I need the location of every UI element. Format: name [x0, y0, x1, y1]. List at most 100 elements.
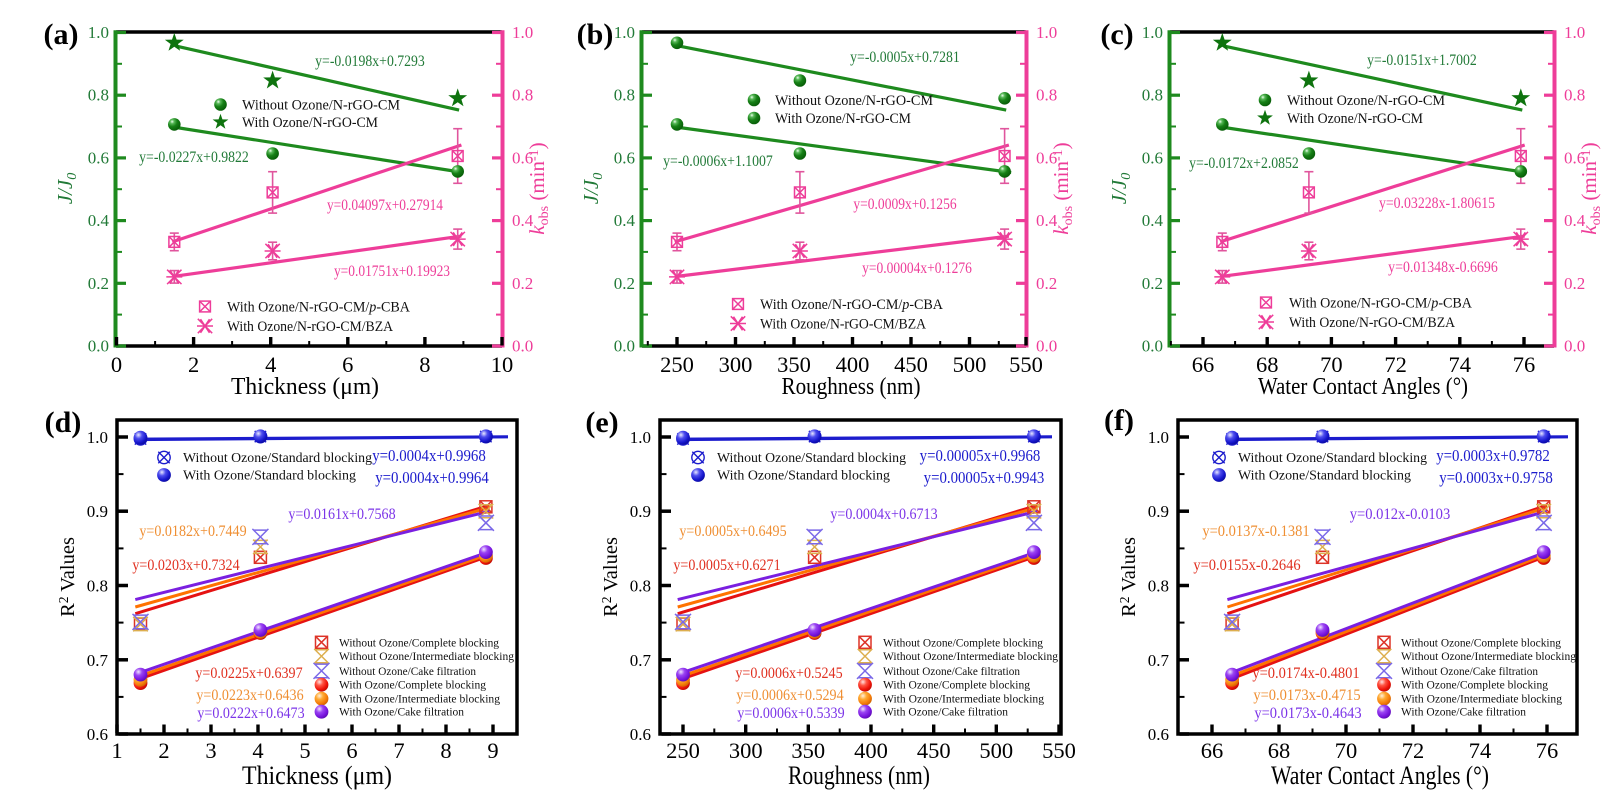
svg-text:With Ozone/Standard blocking: With Ozone/Standard blocking	[183, 468, 356, 483]
svg-text:Without Ozone/Intermediate blo: Without Ozone/Intermediate blocking	[1401, 649, 1576, 663]
svg-text:kobs (min-1): kobs (min-1)	[1049, 142, 1076, 234]
svg-text:0.6: 0.6	[1036, 148, 1057, 167]
svg-text:0.4: 0.4	[1142, 211, 1164, 230]
svg-text:72: 72	[1384, 352, 1407, 377]
svg-text:0.0: 0.0	[1036, 337, 1057, 356]
svg-text:With Ozone/N-rGO-CM/p-CBA: With Ozone/N-rGO-CM/p-CBA	[760, 297, 944, 313]
svg-text:With Ozone/Complete blocking: With Ozone/Complete blocking	[883, 678, 1030, 692]
svg-text:Without Ozone/N-rGO-CM: Without Ozone/N-rGO-CM	[242, 98, 400, 114]
svg-text:0.2: 0.2	[1142, 274, 1163, 293]
svg-text:Without Ozone/N-rGO-CM: Without Ozone/N-rGO-CM	[1287, 93, 1445, 109]
svg-text:0.9: 0.9	[630, 502, 651, 521]
svg-text:Without Ozone/Cake filtration: Without Ozone/Cake filtration	[1401, 664, 1538, 678]
svg-text:1.0: 1.0	[630, 428, 651, 447]
svg-text:66: 66	[1201, 738, 1224, 763]
svg-text:y=0.0009x+0.1256: y=0.0009x+0.1256	[853, 196, 956, 213]
svg-text:76: 76	[1513, 352, 1536, 377]
svg-text:With Ozone/N-rGO-CM/p-CBA: With Ozone/N-rGO-CM/p-CBA	[1289, 296, 1473, 312]
svg-text:y=0.04097x+0.27914: y=0.04097x+0.27914	[327, 197, 443, 214]
svg-text:9: 9	[487, 738, 498, 763]
svg-text:Roughness (nm): Roughness (nm)	[782, 374, 921, 400]
svg-text:0.6: 0.6	[614, 148, 635, 167]
svg-text:kobs (min-1): kobs (min-1)	[1577, 142, 1604, 234]
svg-text:y=0.01751x+0.19923: y=0.01751x+0.19923	[334, 263, 450, 280]
svg-text:Without Ozone/Standard blockin: Without Ozone/Standard blocking	[717, 450, 906, 465]
svg-text:0.8: 0.8	[630, 577, 651, 596]
svg-text:400: 400	[836, 352, 870, 377]
svg-text:y=-0.0006x+1.1007: y=-0.0006x+1.1007	[663, 153, 773, 170]
svg-text:y=0.0005x+0.6271: y=0.0005x+0.6271	[673, 557, 780, 574]
svg-text:With Ozone/N-rGO-CM/BZA: With Ozone/N-rGO-CM/BZA	[1289, 315, 1455, 331]
svg-text:y=0.0173x-0.4643: y=0.0173x-0.4643	[1254, 705, 1361, 722]
svg-text:y=0.0155x-0.2646: y=0.0155x-0.2646	[1193, 557, 1300, 574]
svg-text:With Ozone/N-rGO-CM: With Ozone/N-rGO-CM	[1287, 111, 1423, 127]
svg-text:R2 Values: R2 Values	[599, 537, 622, 617]
svg-text:Without Ozone/Cake filtration: Without Ozone/Cake filtration	[883, 664, 1020, 678]
svg-text:y=-0.0198x+0.7293: y=-0.0198x+0.7293	[315, 53, 425, 70]
svg-text:0.6: 0.6	[512, 148, 533, 167]
svg-text:Thickness (μm): Thickness (μm)	[231, 374, 379, 400]
svg-text:0.0: 0.0	[614, 337, 635, 356]
svg-text:74: 74	[1449, 352, 1472, 377]
svg-text:y=0.00005x+0.9943: y=0.00005x+0.9943	[924, 468, 1045, 487]
svg-text:3: 3	[205, 738, 216, 763]
svg-text:0.8: 0.8	[1142, 86, 1163, 105]
svg-text:0.0: 0.0	[88, 337, 109, 356]
svg-text:With Ozone/Complete blocking: With Ozone/Complete blocking	[1401, 678, 1548, 692]
svg-text:y=0.0225x+0.6397: y=0.0225x+0.6397	[195, 665, 302, 682]
svg-text:1.0: 1.0	[512, 23, 533, 42]
svg-text:Without Ozone/Complete blockin: Without Ozone/Complete blocking	[339, 635, 499, 649]
svg-text:(f): (f)	[1104, 404, 1134, 437]
svg-text:0.8: 0.8	[87, 577, 108, 596]
svg-text:y=0.0004x+0.9968: y=0.0004x+0.9968	[372, 446, 486, 465]
svg-text:y=0.0003x+0.9758: y=0.0003x+0.9758	[1439, 468, 1553, 487]
svg-text:400: 400	[854, 738, 888, 763]
svg-text:With Ozone/Standard blocking: With Ozone/Standard blocking	[1238, 468, 1411, 483]
svg-text:(b): (b)	[577, 18, 614, 51]
svg-text:1.0: 1.0	[87, 428, 108, 447]
svg-text:y=-0.0172x+2.0852: y=-0.0172x+2.0852	[1189, 155, 1299, 172]
svg-text:2: 2	[188, 352, 199, 377]
svg-text:Without Ozone/Cake filtration: Without Ozone/Cake filtration	[339, 664, 476, 678]
svg-text:0.2: 0.2	[614, 274, 635, 293]
svg-text:y=-0.0005x+0.7281: y=-0.0005x+0.7281	[850, 49, 960, 66]
svg-text:With Ozone/Intermediate blocki: With Ozone/Intermediate blocking	[883, 692, 1044, 706]
svg-text:350: 350	[791, 738, 825, 763]
svg-text:250: 250	[660, 352, 694, 377]
svg-text:kobs (min-1): kobs (min-1)	[525, 142, 552, 234]
svg-text:550: 550	[1009, 352, 1043, 377]
svg-text:Water Contact Angles (°): Water Contact Angles (°)	[1271, 761, 1489, 790]
svg-text:0.4: 0.4	[614, 211, 636, 230]
svg-text:6: 6	[346, 738, 357, 763]
svg-text:Without Ozone/Standard blockin: Without Ozone/Standard blocking	[1238, 450, 1427, 465]
svg-text:With Ozone/Intermediate blocki: With Ozone/Intermediate blocking	[339, 692, 500, 706]
svg-text:66: 66	[1192, 352, 1215, 377]
svg-text:2: 2	[158, 738, 169, 763]
svg-text:0.8: 0.8	[1036, 86, 1057, 105]
svg-text:70: 70	[1320, 352, 1343, 377]
svg-text:0.2: 0.2	[88, 274, 109, 293]
svg-text:0.8: 0.8	[1564, 86, 1585, 105]
svg-text:y=-0.0151x+1.7002: y=-0.0151x+1.7002	[1367, 52, 1477, 69]
svg-text:With Ozone/N-rGO-CM/BZA: With Ozone/N-rGO-CM/BZA	[760, 317, 926, 333]
svg-text:0.7: 0.7	[630, 651, 652, 670]
svg-text:(e): (e)	[585, 406, 618, 439]
svg-text:0.2: 0.2	[1564, 274, 1585, 293]
svg-text:Thickness (μm): Thickness (μm)	[242, 761, 392, 790]
svg-text:0.0: 0.0	[1142, 337, 1163, 356]
svg-text:y=0.0003x+0.9782: y=0.0003x+0.9782	[1436, 446, 1550, 465]
svg-text:y=0.0004x+0.9964: y=0.0004x+0.9964	[375, 468, 489, 487]
svg-text:With Ozone/N-rGO-CM: With Ozone/N-rGO-CM	[775, 111, 911, 127]
svg-text:68: 68	[1268, 738, 1291, 763]
svg-text:0.6: 0.6	[630, 725, 651, 744]
svg-text:0.8: 0.8	[614, 86, 635, 105]
svg-text:y=0.0203x+0.7324: y=0.0203x+0.7324	[132, 557, 239, 574]
svg-text:68: 68	[1256, 352, 1279, 377]
svg-text:0.4: 0.4	[512, 211, 534, 230]
svg-text:0.0: 0.0	[512, 337, 533, 356]
svg-text:Water Contact Angles (°): Water Contact Angles (°)	[1258, 374, 1468, 400]
svg-text:450: 450	[917, 738, 951, 763]
svg-text:y=0.0223x+0.6436: y=0.0223x+0.6436	[196, 687, 303, 704]
svg-text:0.6: 0.6	[88, 148, 109, 167]
svg-text:Without Ozone/Intermediate blo: Without Ozone/Intermediate blocking	[883, 649, 1058, 663]
